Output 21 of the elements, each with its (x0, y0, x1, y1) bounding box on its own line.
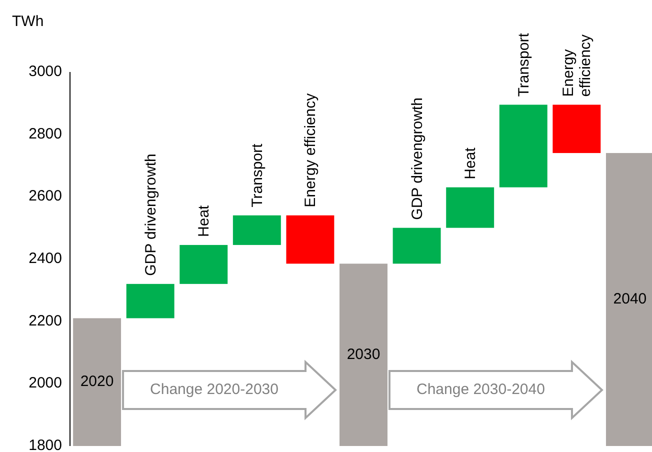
x-tick-label: Energy efficiency (302, 92, 320, 208)
x-tick-label: Transport (248, 142, 266, 208)
x-tick-label: 2040 (613, 290, 647, 308)
x-tick-label: Energy efficiency (560, 34, 594, 97)
y-tick-label: 2600 (28, 188, 62, 205)
annotation: Change 2030-2040 (416, 380, 545, 398)
y-tick-label: 2400 (28, 250, 62, 267)
y-tick-label: 2800 (28, 125, 62, 142)
x-tick-label: 2020 (80, 373, 114, 390)
annotation: Change 2020-2030 (150, 380, 278, 398)
y-tick-label: 2000 (28, 374, 62, 392)
y-tick-label: 3000 (28, 62, 62, 80)
y-tick-label: 1800 (28, 436, 62, 452)
y-tick-label: 2200 (28, 312, 62, 330)
x-tick-label: GDP drivengrowth (142, 154, 160, 276)
x-tick-label: Heat (196, 204, 213, 237)
x-tick-label: GDP drivengrowth (408, 98, 426, 220)
x-tick-label: 2030 (346, 346, 380, 363)
y-axis-title: TWh (12, 13, 44, 30)
x-tick-label: Heat (462, 146, 480, 180)
x-tick-label: Transport (515, 32, 532, 97)
